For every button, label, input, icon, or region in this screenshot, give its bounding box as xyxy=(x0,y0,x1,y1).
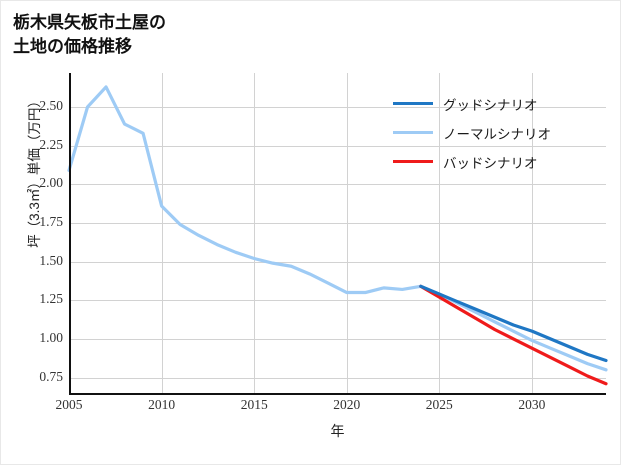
y-tick-label: 1.50 xyxy=(39,252,63,268)
y-tick-label: 1.25 xyxy=(39,291,63,307)
x-tick-label: 2020 xyxy=(333,397,361,412)
y-axis-tick-labels: 0.75 1.00 1.25 1.50 1.75 2.00 2.25 2.50 xyxy=(5,1,63,466)
x-tick-label: 2010 xyxy=(148,397,176,412)
plot-area xyxy=(67,73,608,393)
legend-color-swatch xyxy=(393,160,433,163)
gridline-horizontal xyxy=(69,145,606,147)
y-tick-label: 0.75 xyxy=(39,368,63,384)
series-line xyxy=(419,284,608,386)
legend-item[interactable]: ノーマルシナリオ xyxy=(393,118,608,147)
y-tick-label: 2.25 xyxy=(39,136,63,152)
y-axis-spine xyxy=(69,73,71,395)
series-line xyxy=(67,85,608,372)
legend-item[interactable]: グッドシナリオ xyxy=(393,89,608,118)
y-tick-label: 2.00 xyxy=(39,175,63,191)
legend-label: ノーマルシナリオ xyxy=(443,126,551,142)
legend-item[interactable]: バッドシナリオ xyxy=(393,147,608,176)
y-axis-title: 坪（3.3㎡）単価（万円） xyxy=(27,94,42,248)
legend-label: グッドシナリオ xyxy=(443,97,538,113)
x-axis-title: 年 xyxy=(330,423,345,439)
x-tick-label: 2025 xyxy=(425,397,453,412)
legend-label: バッドシナリオ xyxy=(443,155,538,171)
gridline-horizontal xyxy=(69,338,606,340)
x-tick-label: 2005 xyxy=(55,397,83,412)
legend: グッドシナリオ ノーマルシナリオ バッドシナリオ xyxy=(393,89,608,176)
legend-color-swatch xyxy=(393,131,433,134)
series-line xyxy=(419,284,608,363)
y-tick-label: 2.50 xyxy=(39,98,63,113)
gridline-horizontal xyxy=(69,107,606,108)
x-axis-spine xyxy=(69,393,606,395)
gridline-horizontal xyxy=(69,377,606,379)
gridline-horizontal xyxy=(69,223,606,224)
gridline-horizontal xyxy=(69,261,606,263)
x-tick-label: 2015 xyxy=(240,397,268,412)
y-tick-label: 1.75 xyxy=(39,214,63,229)
y-tick-label: 1.00 xyxy=(39,329,63,345)
gridline-vertical xyxy=(531,73,533,393)
gridline-vertical xyxy=(161,73,163,393)
x-tick-label: 2030 xyxy=(518,397,546,412)
series-lines xyxy=(67,85,608,386)
gridline-vertical xyxy=(254,73,256,393)
legend-color-swatch xyxy=(393,102,433,105)
gridline-horizontal xyxy=(69,184,606,186)
gridline-horizontal xyxy=(69,300,606,302)
page-title: 栃木県矢板市土屋の 土地の価格推移 xyxy=(13,13,166,57)
gridline-vertical xyxy=(346,73,348,393)
gridline-vertical xyxy=(439,73,441,393)
